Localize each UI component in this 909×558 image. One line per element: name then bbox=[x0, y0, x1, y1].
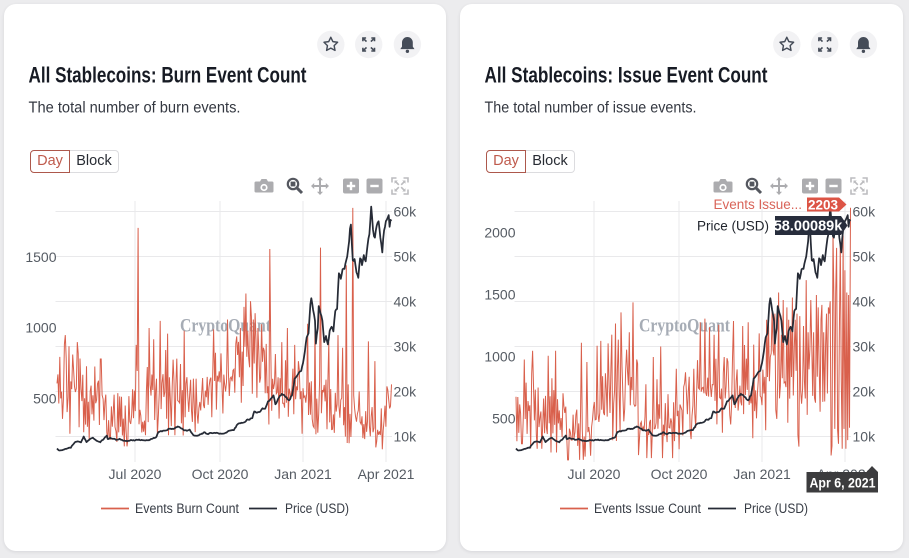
svg-text:CryptoQuant: CryptoQuant bbox=[639, 316, 731, 337]
svg-text:All Stablecoins: Burn Event Co: All Stablecoins: Burn Event Count bbox=[29, 63, 308, 88]
svg-text:Oct 2020: Oct 2020 bbox=[192, 466, 249, 482]
svg-text:Oct 2020: Oct 2020 bbox=[651, 466, 708, 482]
svg-text:2000: 2000 bbox=[484, 225, 515, 241]
svg-text:Events Issue...: Events Issue... bbox=[713, 197, 802, 212]
svg-text:Price (USD): Price (USD) bbox=[285, 501, 349, 516]
svg-text:30k: 30k bbox=[394, 339, 418, 355]
svg-text:50k: 50k bbox=[394, 249, 418, 265]
svg-text:2203: 2203 bbox=[808, 198, 839, 213]
svg-text:20k: 20k bbox=[853, 384, 877, 400]
svg-text:Jul 2020: Jul 2020 bbox=[109, 466, 162, 482]
svg-text:Jan 2021: Jan 2021 bbox=[733, 466, 791, 482]
svg-text:58.00089k: 58.00089k bbox=[774, 219, 843, 235]
svg-text:All Stablecoins: Issue Event C: All Stablecoins: Issue Event Count bbox=[485, 63, 769, 88]
svg-text:10k: 10k bbox=[394, 429, 418, 445]
svg-text:500: 500 bbox=[33, 391, 57, 407]
svg-text:Events Burn Count: Events Burn Count bbox=[135, 501, 239, 516]
svg-text:1500: 1500 bbox=[25, 249, 56, 265]
svg-text:30k: 30k bbox=[853, 339, 877, 355]
svg-text:500: 500 bbox=[492, 411, 516, 427]
svg-text:50k: 50k bbox=[853, 249, 877, 265]
svg-text:60k: 60k bbox=[853, 204, 877, 220]
svg-text:Apr 2021: Apr 2021 bbox=[358, 466, 415, 482]
svg-text:60k: 60k bbox=[394, 204, 418, 220]
svg-text:Price (USD): Price (USD) bbox=[697, 219, 769, 234]
svg-text:1500: 1500 bbox=[484, 287, 515, 303]
svg-text:The total number of issue even: The total number of issue events. bbox=[485, 100, 697, 117]
svg-text:Price (USD): Price (USD) bbox=[744, 501, 808, 516]
svg-text:40k: 40k bbox=[853, 294, 877, 310]
svg-text:Events Issue Count: Events Issue Count bbox=[594, 501, 701, 516]
svg-text:40k: 40k bbox=[394, 294, 418, 310]
svg-text:CryptoQuant: CryptoQuant bbox=[180, 316, 272, 337]
svg-text:10k: 10k bbox=[853, 429, 877, 445]
svg-text:Apr 6, 2021: Apr 6, 2021 bbox=[810, 476, 876, 491]
svg-text:Jan 2021: Jan 2021 bbox=[274, 466, 332, 482]
svg-text:20k: 20k bbox=[394, 384, 418, 400]
svg-text:Jul 2020: Jul 2020 bbox=[568, 466, 621, 482]
svg-text:1000: 1000 bbox=[484, 349, 515, 365]
svg-text:The total number of burn event: The total number of burn events. bbox=[29, 100, 241, 117]
svg-text:1000: 1000 bbox=[25, 320, 56, 336]
